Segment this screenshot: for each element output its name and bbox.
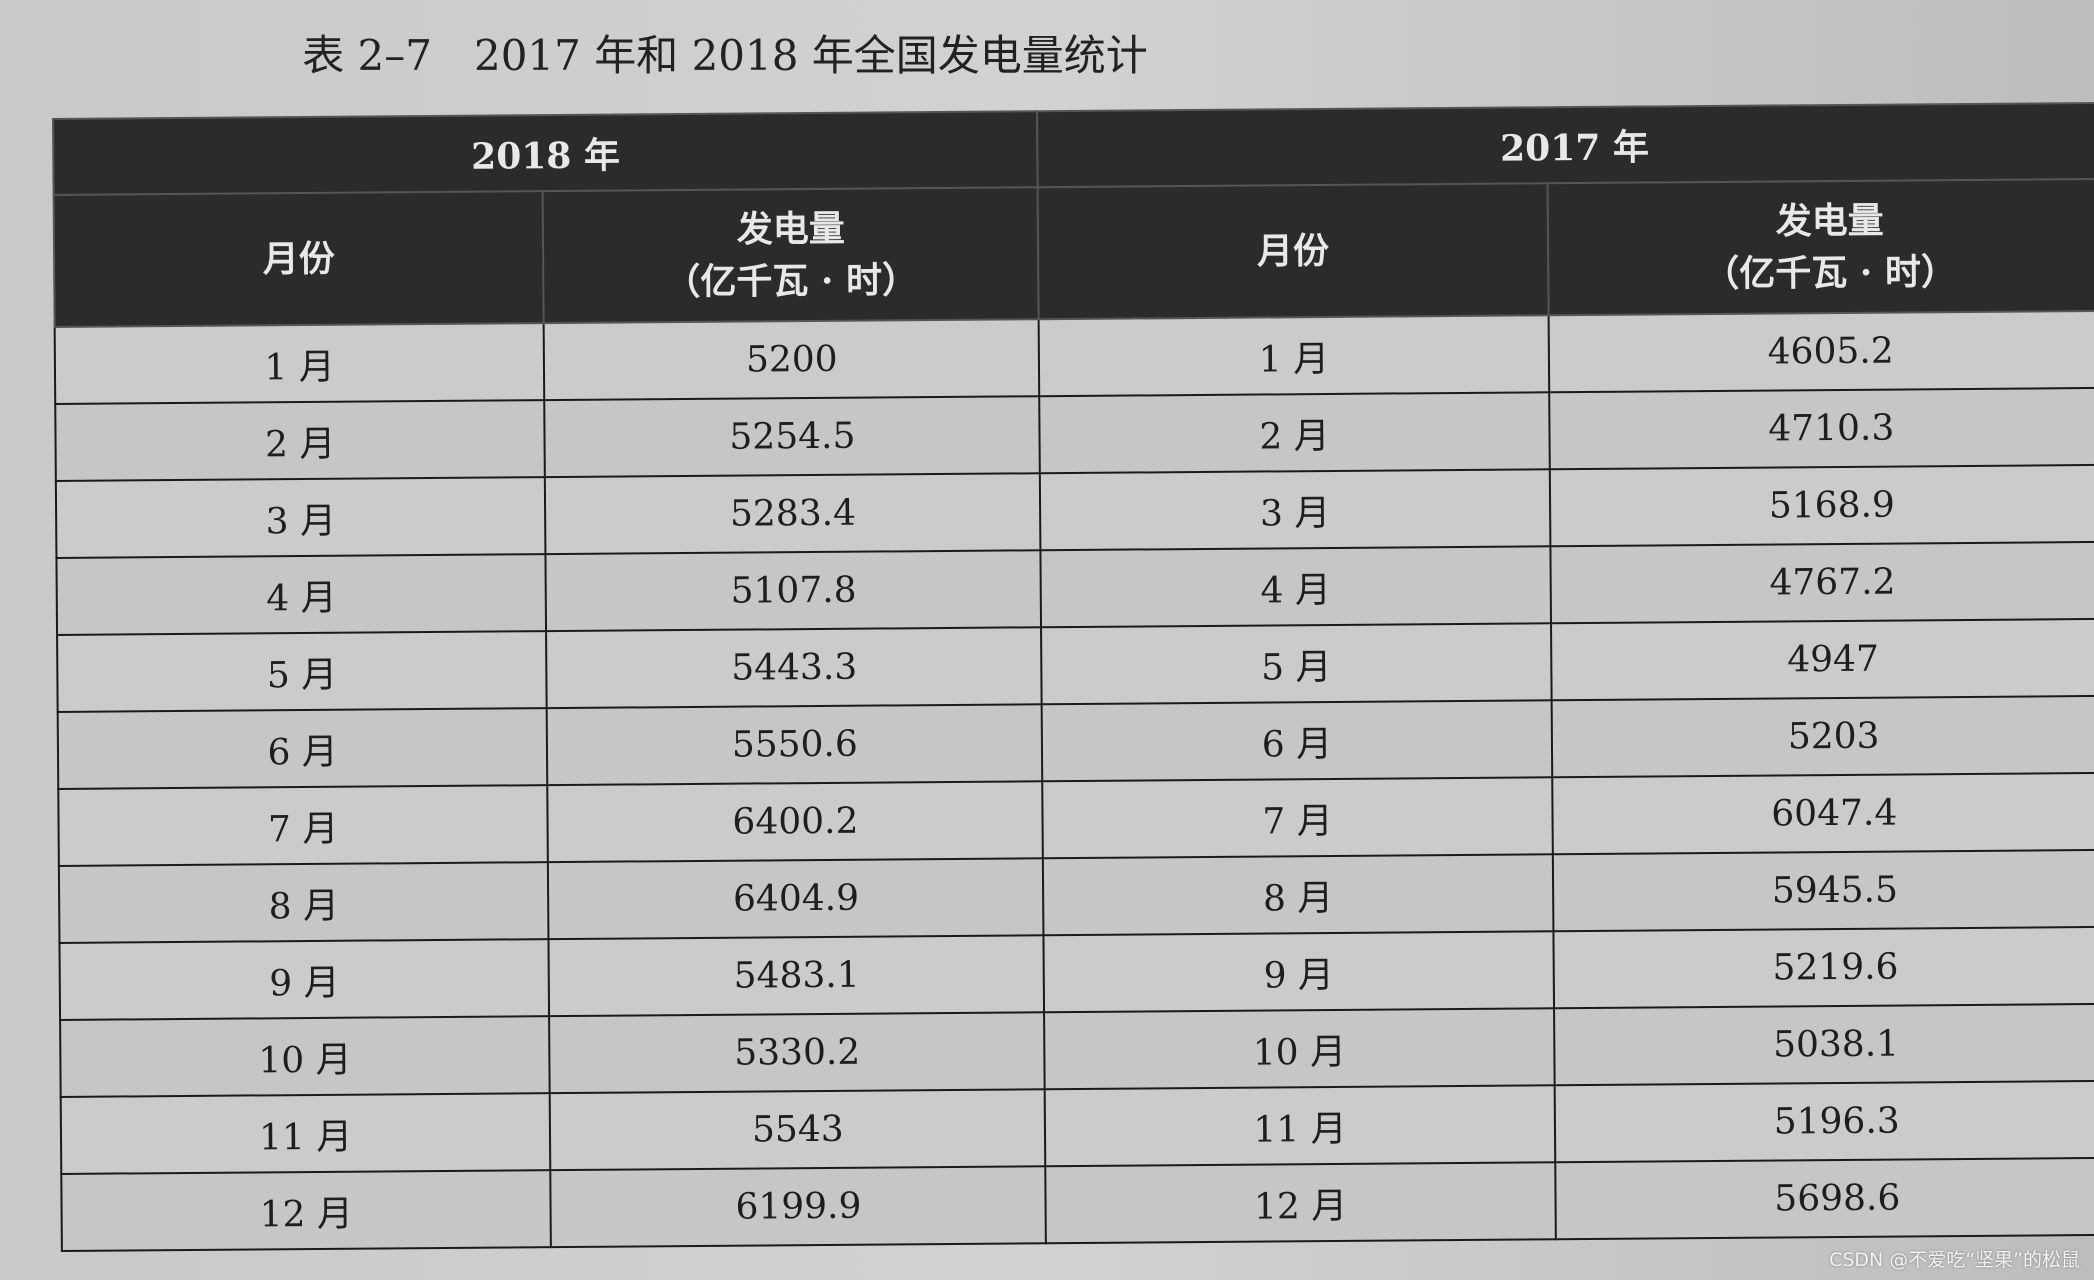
unit-label: （亿千瓦 · 时） — [664, 259, 919, 304]
cell-m18: 7 月 — [58, 785, 549, 866]
cell-m17: 7 月 — [1042, 777, 1553, 859]
cell-v17: 5698.6 — [1554, 1157, 2094, 1240]
watermark: CSDN @不爱吃“坚果”的松鼠 — [1829, 1249, 2080, 1271]
cell-v18: 5330.2 — [549, 1012, 1046, 1094]
cell-v17: 6047.4 — [1551, 772, 2094, 855]
cell-m18: 8 月 — [58, 862, 549, 943]
cell-v17: 5203 — [1551, 695, 2094, 778]
cell-m18: 9 月 — [59, 939, 550, 1020]
cell-m17: 9 月 — [1043, 931, 1554, 1013]
cell-m18: 2 月 — [55, 400, 546, 481]
cell-m18: 12 月 — [61, 1170, 552, 1251]
header-month-2017: 月份 — [1038, 183, 1549, 320]
unit-label: （亿千瓦 · 时） — [1703, 251, 1958, 296]
cell-v17: 4710.3 — [1548, 387, 2094, 470]
cell-m17: 8 月 — [1043, 854, 1554, 936]
cell-m18: 3 月 — [55, 477, 546, 558]
header-year-2018: 2018 年 — [53, 111, 1039, 195]
generation-table: 2018 年 2017 年 月份 发电量 （亿千瓦 · 时） 月份 发电量 （亿千瓦… — [52, 102, 2094, 1252]
generation-label: 发电量 — [736, 207, 845, 251]
cell-v18: 5550.6 — [546, 704, 1043, 786]
cell-m17: 11 月 — [1045, 1085, 1555, 1167]
cell-m17: 2 月 — [1039, 392, 1550, 474]
cell-m17: 3 月 — [1040, 469, 1550, 551]
cell-m17: 4 月 — [1040, 546, 1551, 628]
cell-m17: 10 月 — [1044, 1008, 1555, 1090]
generation-label: 发电量 — [1775, 199, 1884, 243]
cell-v17: 5945.5 — [1552, 849, 2094, 932]
header-generation-2018: 发电量 （亿千瓦 · 时） — [542, 187, 1040, 324]
header-generation-2017: 发电量 （亿千瓦 · 时） — [1547, 178, 2094, 316]
cell-v18: 5107.8 — [545, 550, 1042, 632]
cell-v18: 5443.3 — [546, 627, 1043, 709]
cell-m18: 6 月 — [57, 708, 548, 789]
cell-m18: 4 月 — [56, 554, 547, 635]
cell-v17: 5038.1 — [1553, 1003, 2094, 1086]
cell-v17: 5196.3 — [1554, 1080, 2094, 1163]
cell-m18: 11 月 — [60, 1093, 551, 1174]
cell-v18: 6199.9 — [550, 1166, 1047, 1248]
table-caption: 表 2–7 2017 年和 2018 年全国发电量统计 — [302, 31, 1148, 80]
header-year-2017: 2017 年 — [1037, 102, 2094, 188]
cell-v18: 6400.2 — [547, 781, 1044, 863]
cell-v18: 5543 — [550, 1089, 1046, 1171]
cell-v18: 5483.1 — [548, 935, 1045, 1017]
table-row: 12 月 6199.9 12 月 5698.6 — [61, 1157, 2094, 1251]
cell-m17: 5 月 — [1041, 623, 1552, 705]
cell-m18: 1 月 — [54, 323, 545, 404]
cell-v17: 4605.2 — [1548, 310, 2094, 393]
cell-m17: 6 月 — [1042, 700, 1552, 782]
cell-v17: 5219.6 — [1553, 926, 2094, 1009]
cell-m17: 1 月 — [1039, 315, 1549, 397]
cell-v18: 5254.5 — [544, 396, 1041, 478]
cell-v17: 4947 — [1550, 618, 2094, 701]
cell-v17: 4767.2 — [1549, 541, 2094, 624]
cell-m17: 12 月 — [1045, 1162, 1556, 1244]
cell-m18: 5 月 — [57, 631, 547, 712]
cell-v18: 5200 — [543, 319, 1040, 401]
cell-m18: 10 月 — [60, 1016, 551, 1097]
cell-v18: 5283.4 — [545, 473, 1041, 555]
header-month-2018: 月份 — [53, 191, 544, 327]
cell-v17: 5168.9 — [1549, 464, 2094, 547]
cell-v18: 6404.9 — [548, 858, 1044, 940]
